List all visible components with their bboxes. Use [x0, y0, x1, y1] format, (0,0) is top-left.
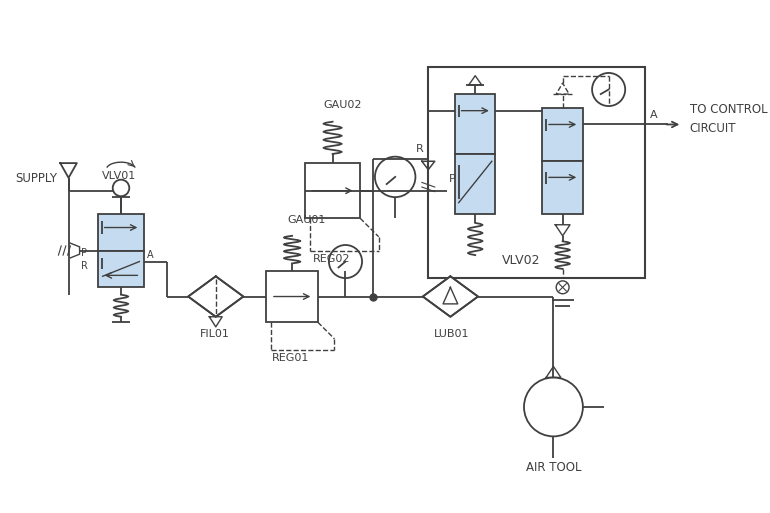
Bar [98, 214, 144, 250]
Text: A: A [650, 110, 658, 120]
Text: GAU02: GAU02 [323, 100, 362, 110]
Text: A: A [147, 250, 153, 260]
Circle shape [524, 378, 583, 437]
Bar [428, 67, 645, 278]
Polygon shape [423, 277, 478, 317]
Bar [455, 94, 495, 154]
Text: CIRCUIT: CIRCUIT [690, 122, 736, 135]
Circle shape [375, 156, 416, 197]
Bar [455, 154, 495, 214]
Text: SUPPLY: SUPPLY [15, 171, 57, 185]
Text: LUB01: LUB01 [434, 329, 470, 339]
Text: REG01: REG01 [272, 353, 310, 363]
Text: VLV02: VLV02 [502, 254, 541, 267]
Bar [305, 163, 360, 219]
Bar [266, 271, 318, 322]
Circle shape [112, 180, 129, 196]
Text: GAU01: GAU01 [287, 215, 326, 225]
Text: FIL01: FIL01 [200, 329, 230, 339]
Bar [542, 108, 583, 161]
Text: TO CONTROL: TO CONTROL [690, 104, 767, 116]
Text: VLV01: VLV01 [102, 171, 136, 181]
Circle shape [556, 281, 569, 294]
Text: REG02: REG02 [313, 254, 350, 265]
Polygon shape [188, 277, 243, 317]
Text: AIR TOOL: AIR TOOL [526, 461, 581, 475]
Circle shape [592, 73, 625, 106]
Text: P: P [82, 248, 88, 258]
Text: R: R [82, 261, 89, 271]
Bar [98, 250, 144, 287]
Bar [542, 161, 583, 214]
Text: R: R [416, 144, 424, 154]
Text: P: P [449, 173, 455, 184]
Circle shape [329, 245, 362, 278]
